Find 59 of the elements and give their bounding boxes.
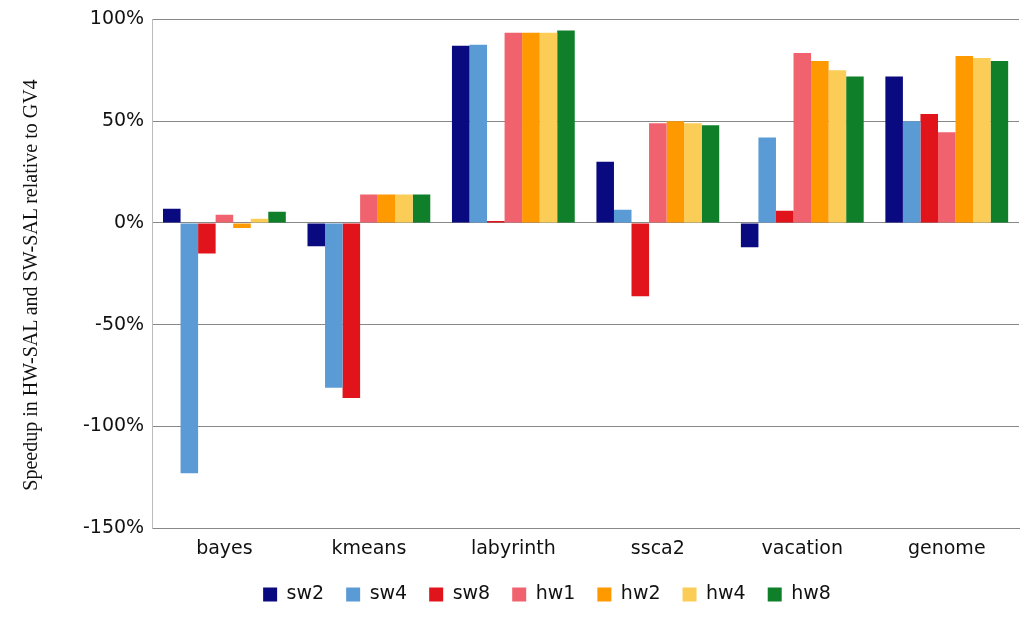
x-tick-label: labyrinth — [470, 535, 556, 558]
bar — [758, 137, 776, 223]
y-tick-label: 50% — [101, 108, 145, 131]
bar — [504, 32, 523, 223]
y-tick-label: 100% — [89, 6, 145, 29]
bar — [811, 61, 829, 223]
bar — [613, 209, 632, 223]
bar — [684, 123, 702, 223]
bar — [163, 208, 181, 223]
bar — [307, 223, 326, 247]
bar — [469, 44, 488, 223]
bar — [522, 32, 540, 223]
bar — [955, 56, 974, 223]
y-tick-label: -100% — [82, 413, 145, 436]
bar — [557, 30, 575, 223]
bar — [596, 161, 614, 223]
bar — [325, 223, 343, 388]
bar — [666, 121, 685, 223]
bar — [631, 223, 650, 297]
y-axis-title: Speedup in HW-SAL and SW-SAL relative to GV4 — [18, 78, 42, 493]
bar — [846, 76, 864, 223]
bar — [180, 223, 199, 474]
bar — [775, 210, 794, 223]
bar — [377, 194, 396, 223]
bar — [902, 121, 921, 223]
x-tick-label: ssca2 — [630, 535, 685, 558]
bar — [937, 132, 956, 223]
bar — [793, 52, 812, 223]
legend-label: sw4 — [369, 581, 408, 604]
y-tick-label: 0% — [114, 209, 145, 232]
bar — [701, 125, 720, 223]
bar — [412, 194, 431, 223]
legend-label: hw2 — [620, 581, 661, 604]
x-tick-label: kmeans — [331, 535, 407, 558]
legend-label: sw8 — [452, 581, 491, 604]
legend-label: hw8 — [791, 581, 831, 604]
legend-label: sw2 — [286, 581, 325, 604]
x-tick-label: vacation — [761, 535, 843, 558]
y-tick-label: -150% — [82, 515, 145, 538]
x-tick-label: genome — [907, 535, 986, 558]
bar — [233, 223, 251, 229]
bar — [990, 61, 1009, 223]
bar — [268, 211, 286, 223]
bar — [649, 123, 667, 223]
bar — [740, 223, 759, 248]
bar — [395, 194, 413, 223]
x-tick-label: bayes — [196, 535, 253, 558]
y-tick-label: -50% — [95, 311, 145, 334]
bar — [342, 223, 361, 398]
bar — [973, 58, 991, 223]
bar — [198, 223, 216, 254]
bar — [920, 114, 938, 223]
bar — [360, 194, 378, 223]
legend-label: hw1 — [535, 581, 576, 604]
bar — [451, 45, 470, 223]
bar — [539, 32, 558, 223]
bar — [828, 70, 847, 223]
bar — [885, 76, 903, 223]
legend-label: hw4 — [706, 581, 746, 604]
